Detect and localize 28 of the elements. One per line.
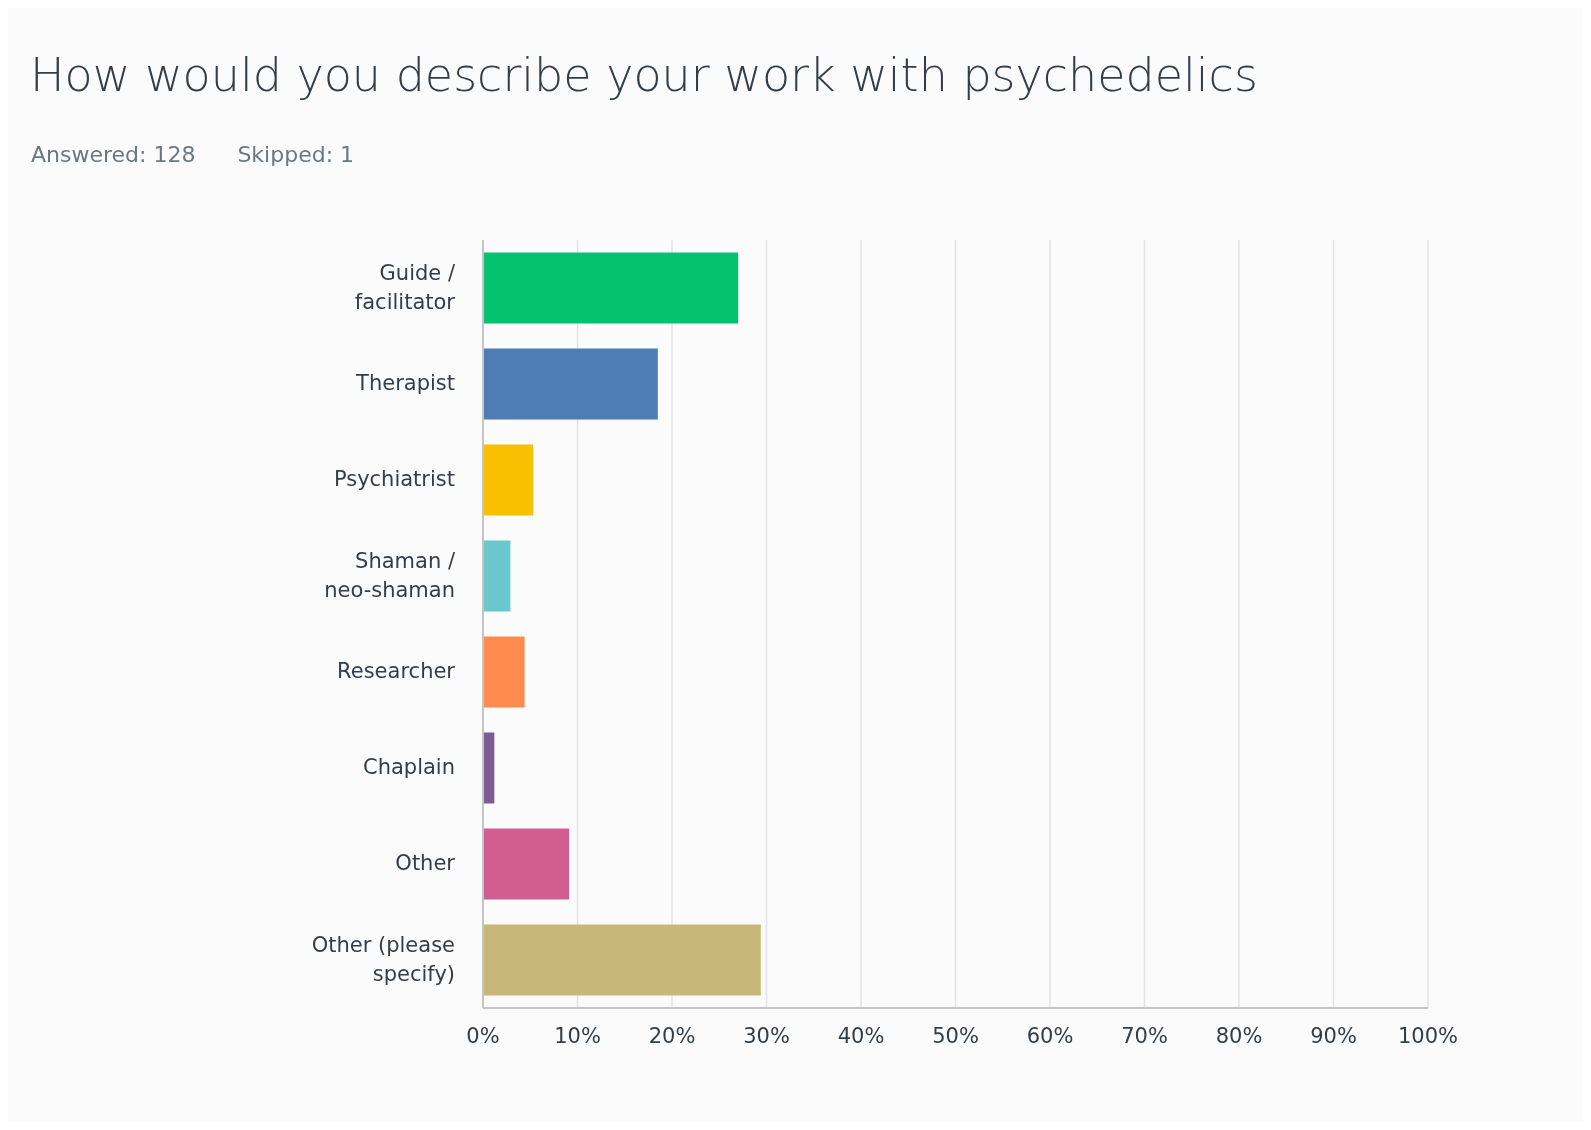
y-tick-label: Other (please specify): [311, 932, 455, 986]
chart-title: How would you describe your work with psychedelics: [30, 48, 1258, 102]
x-tick-label: 100%: [1397, 1023, 1459, 1048]
bar: [483, 828, 569, 900]
x-tick-label: 10%: [554, 1023, 601, 1048]
bar: [483, 444, 534, 516]
x-tick-label: 70%: [1121, 1023, 1168, 1048]
x-tick-label: 60%: [1026, 1023, 1074, 1048]
y-tick-label: Guide / facilitator: [354, 260, 456, 314]
bar: [483, 540, 511, 612]
x-tick-label: 20%: [648, 1023, 696, 1048]
y-tick-label: Shaman / neo-shaman: [324, 548, 456, 602]
y-tick-label: Chaplain: [362, 755, 455, 779]
y-tick-label: Therapist: [355, 371, 455, 395]
bar: [483, 348, 658, 420]
x-tick-label: 0%: [466, 1023, 500, 1048]
bar: [483, 924, 761, 996]
x-tick-label: 80%: [1215, 1023, 1263, 1048]
bar: [483, 636, 525, 708]
text: Answered: 128 Skipped: 1: [31, 142, 355, 167]
bar: [483, 252, 739, 324]
y-tick-label: Researcher: [337, 659, 456, 683]
y-tick-label: Other: [395, 851, 456, 875]
x-tick-label: 90%: [1310, 1023, 1357, 1048]
x-tick-label: 40%: [837, 1023, 885, 1048]
y-tick-label: Psychiatrist: [333, 467, 455, 491]
x-tick-label: 50%: [932, 1023, 979, 1048]
x-tick-label: 30%: [743, 1023, 790, 1048]
